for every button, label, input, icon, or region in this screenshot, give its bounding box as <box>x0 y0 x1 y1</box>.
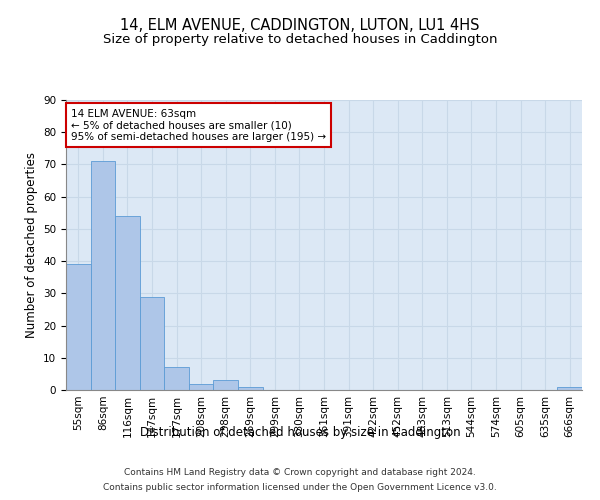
Bar <box>189 384 214 390</box>
Text: Distribution of detached houses by size in Caddington: Distribution of detached houses by size … <box>140 426 460 439</box>
Text: Size of property relative to detached houses in Caddington: Size of property relative to detached ho… <box>103 32 497 46</box>
Bar <box>66 264 91 390</box>
Y-axis label: Number of detached properties: Number of detached properties <box>25 152 38 338</box>
Bar <box>140 296 164 390</box>
Text: Contains public sector information licensed under the Open Government Licence v3: Contains public sector information licen… <box>103 483 497 492</box>
Text: 14 ELM AVENUE: 63sqm
← 5% of detached houses are smaller (10)
95% of semi-detach: 14 ELM AVENUE: 63sqm ← 5% of detached ho… <box>71 108 326 142</box>
Bar <box>557 387 582 390</box>
Bar <box>164 368 189 390</box>
Bar <box>214 380 238 390</box>
Text: 14, ELM AVENUE, CADDINGTON, LUTON, LU1 4HS: 14, ELM AVENUE, CADDINGTON, LUTON, LU1 4… <box>120 18 480 32</box>
Bar <box>91 161 115 390</box>
Bar <box>238 387 263 390</box>
Text: Contains HM Land Registry data © Crown copyright and database right 2024.: Contains HM Land Registry data © Crown c… <box>124 468 476 477</box>
Bar <box>115 216 140 390</box>
